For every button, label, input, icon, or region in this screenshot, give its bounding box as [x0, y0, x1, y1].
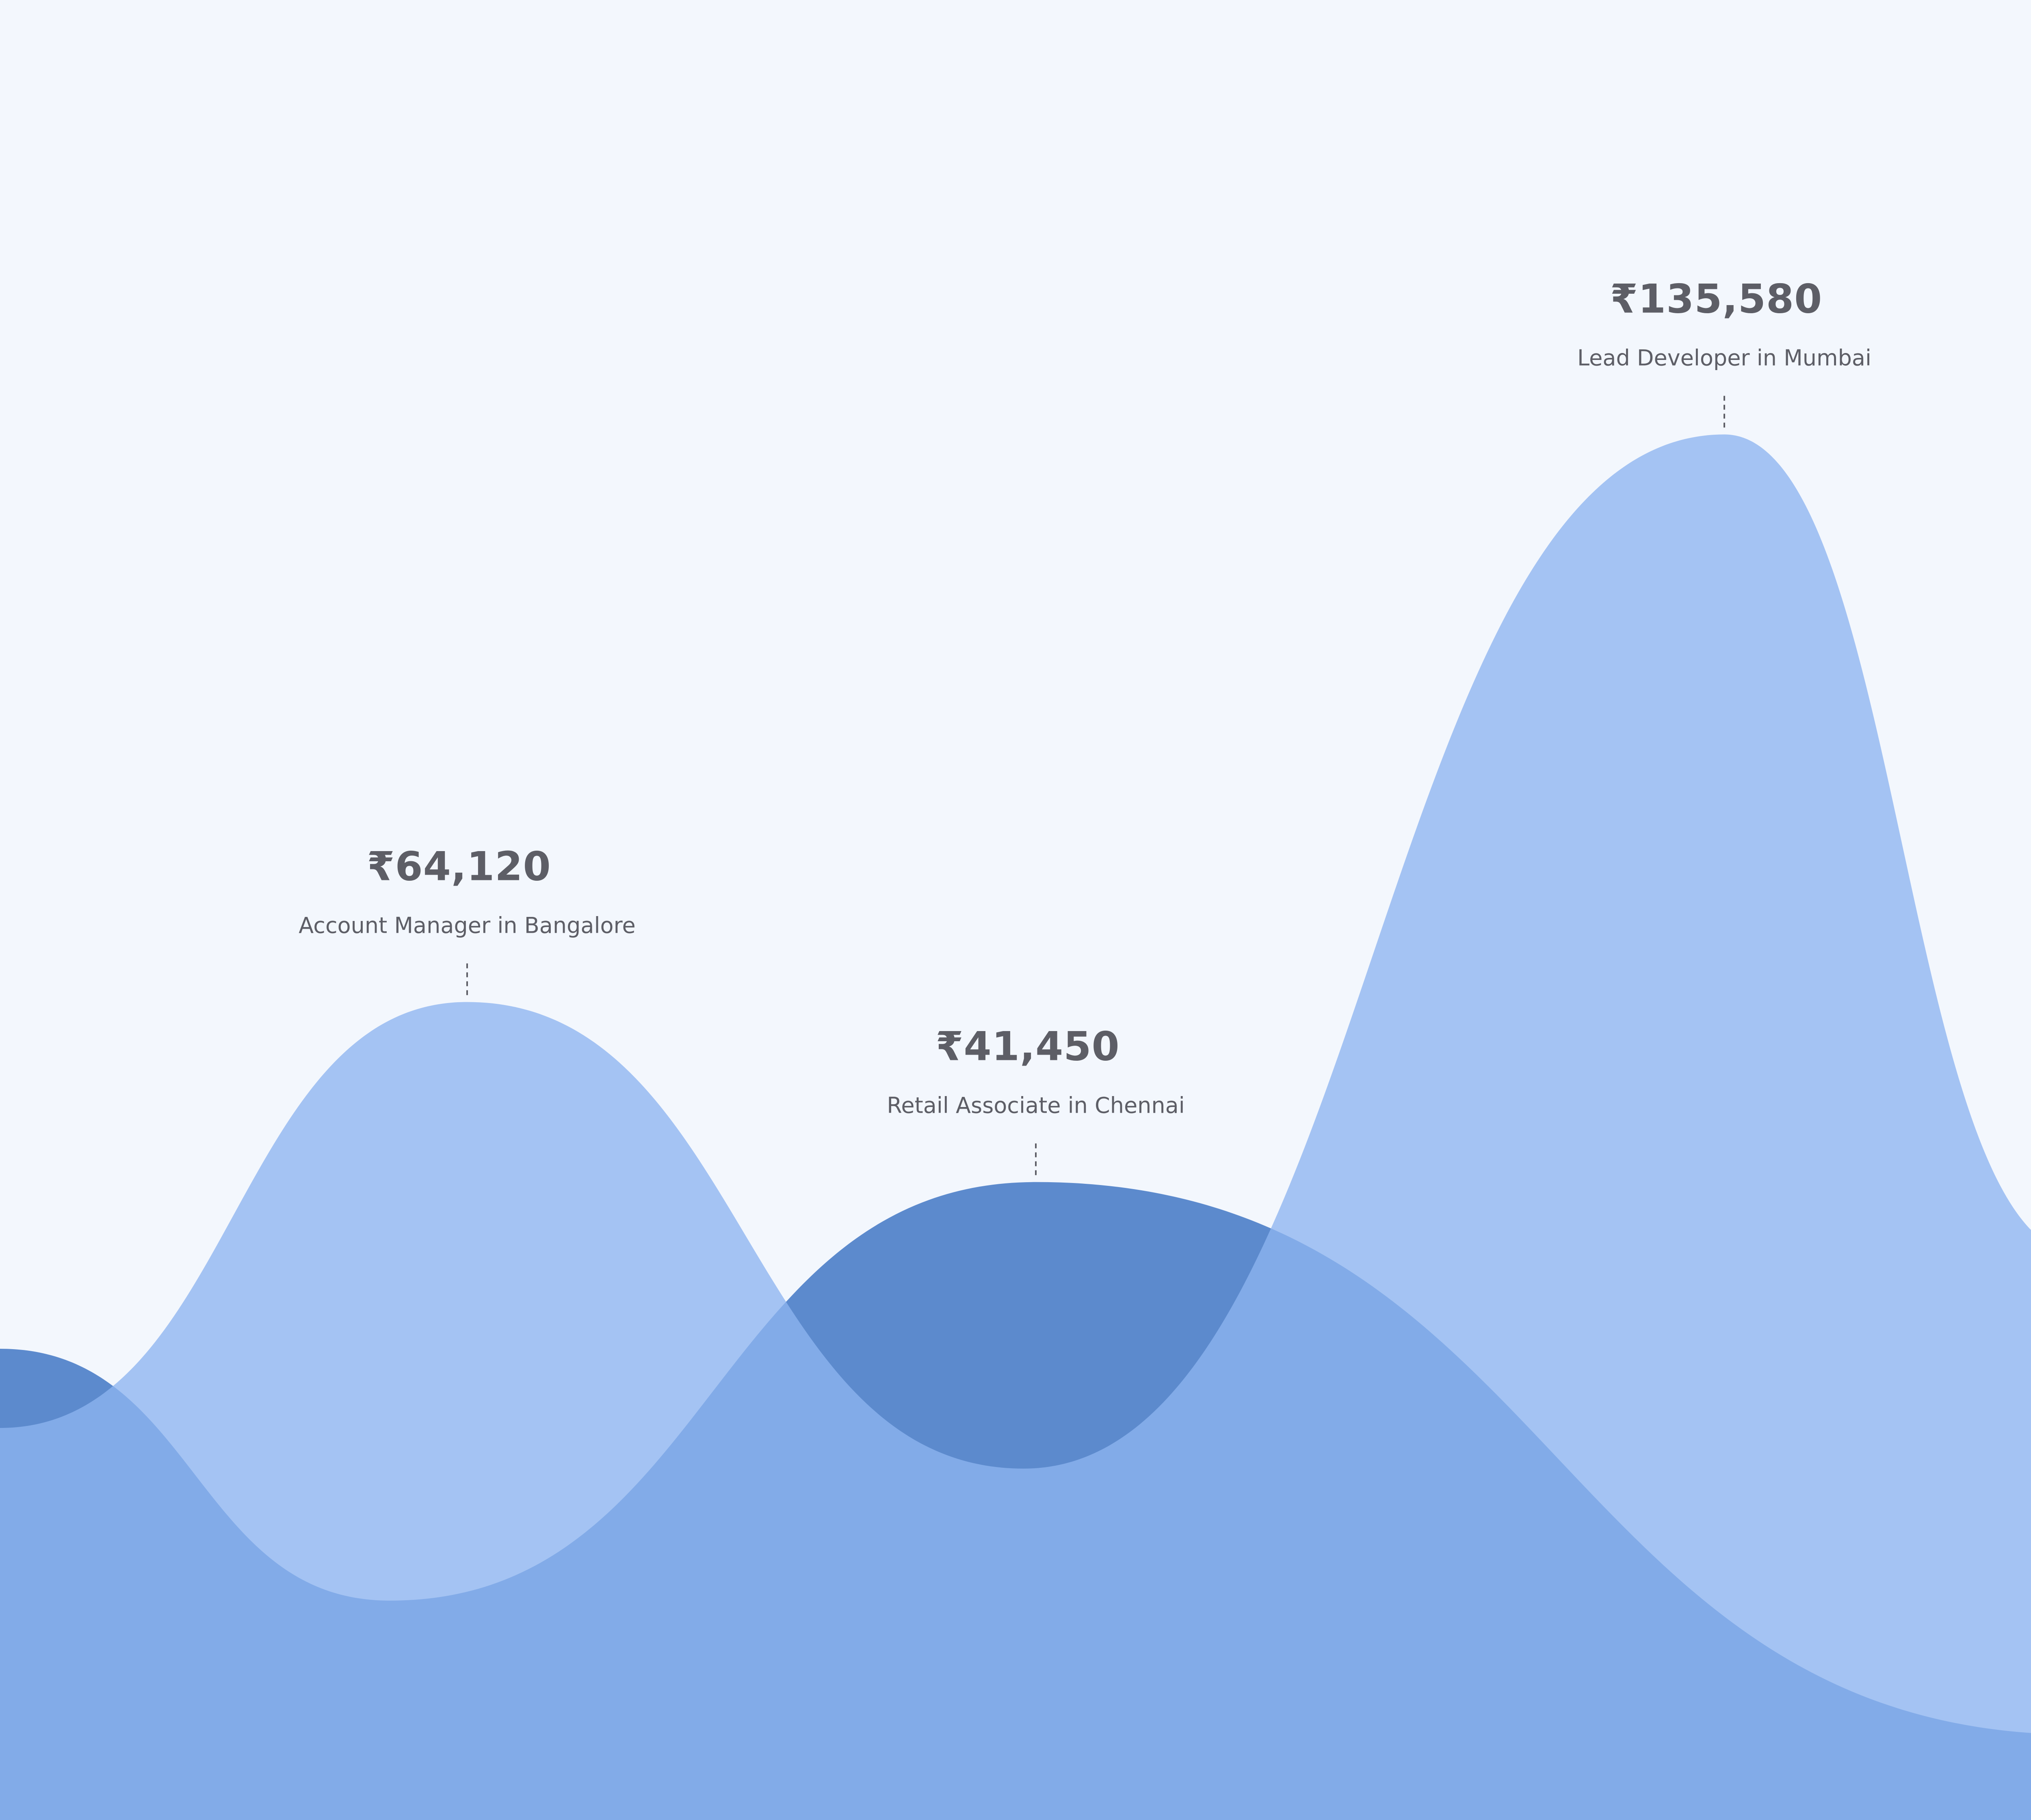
category-label: Account Manager in Bangalore: [299, 912, 635, 938]
data-wave-area: [0, 434, 2031, 1820]
value-label: ₹135,580: [1610, 276, 1823, 322]
data-marks-layer: Account Manager in Bangalore ₹64,120 Retai…: [299, 276, 1871, 1176]
category-label: Retail Associate in Chennai: [887, 1093, 1184, 1118]
value-label: ₹41,450: [935, 1024, 1119, 1070]
value-label: ₹64,120: [367, 843, 551, 890]
category-label: Lead Developer in Mumbai: [1577, 345, 1871, 370]
